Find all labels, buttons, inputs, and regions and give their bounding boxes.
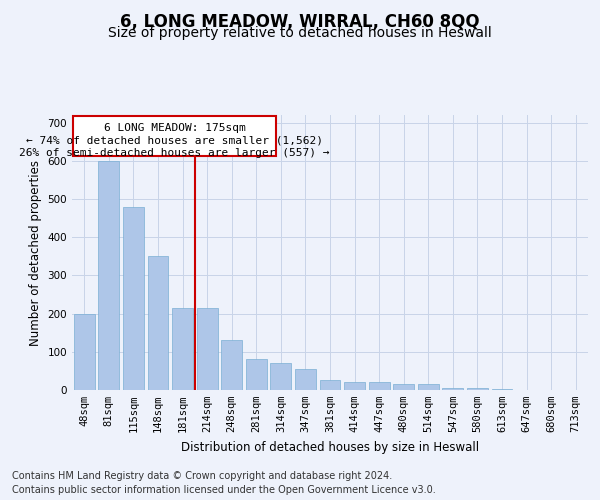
Text: ← 74% of detached houses are smaller (1,562): ← 74% of detached houses are smaller (1,…: [26, 135, 323, 145]
Bar: [172, 308, 193, 390]
Bar: [418, 384, 439, 390]
Text: Size of property relative to detached houses in Heswall: Size of property relative to detached ho…: [108, 26, 492, 40]
Bar: [73, 116, 276, 156]
Text: 6 LONG MEADOW: 175sqm: 6 LONG MEADOW: 175sqm: [104, 122, 245, 132]
Bar: [148, 256, 169, 390]
Bar: [393, 384, 414, 390]
X-axis label: Distribution of detached houses by size in Heswall: Distribution of detached houses by size …: [181, 440, 479, 454]
Text: Contains public sector information licensed under the Open Government Licence v3: Contains public sector information licen…: [12, 485, 436, 495]
Text: 6, LONG MEADOW, WIRRAL, CH60 8QQ: 6, LONG MEADOW, WIRRAL, CH60 8QQ: [120, 12, 480, 30]
Bar: [246, 360, 267, 390]
Bar: [221, 340, 242, 390]
Bar: [123, 206, 144, 390]
Bar: [368, 382, 389, 390]
Bar: [271, 364, 292, 390]
Bar: [320, 380, 340, 390]
Bar: [344, 382, 365, 390]
Bar: [197, 308, 218, 390]
Y-axis label: Number of detached properties: Number of detached properties: [29, 160, 42, 346]
Bar: [491, 389, 512, 390]
Bar: [295, 369, 316, 390]
Bar: [98, 161, 119, 390]
Bar: [467, 388, 488, 390]
Bar: [74, 314, 95, 390]
Bar: [442, 388, 463, 390]
Text: Contains HM Land Registry data © Crown copyright and database right 2024.: Contains HM Land Registry data © Crown c…: [12, 471, 392, 481]
Text: 26% of semi-detached houses are larger (557) →: 26% of semi-detached houses are larger (…: [19, 148, 330, 158]
